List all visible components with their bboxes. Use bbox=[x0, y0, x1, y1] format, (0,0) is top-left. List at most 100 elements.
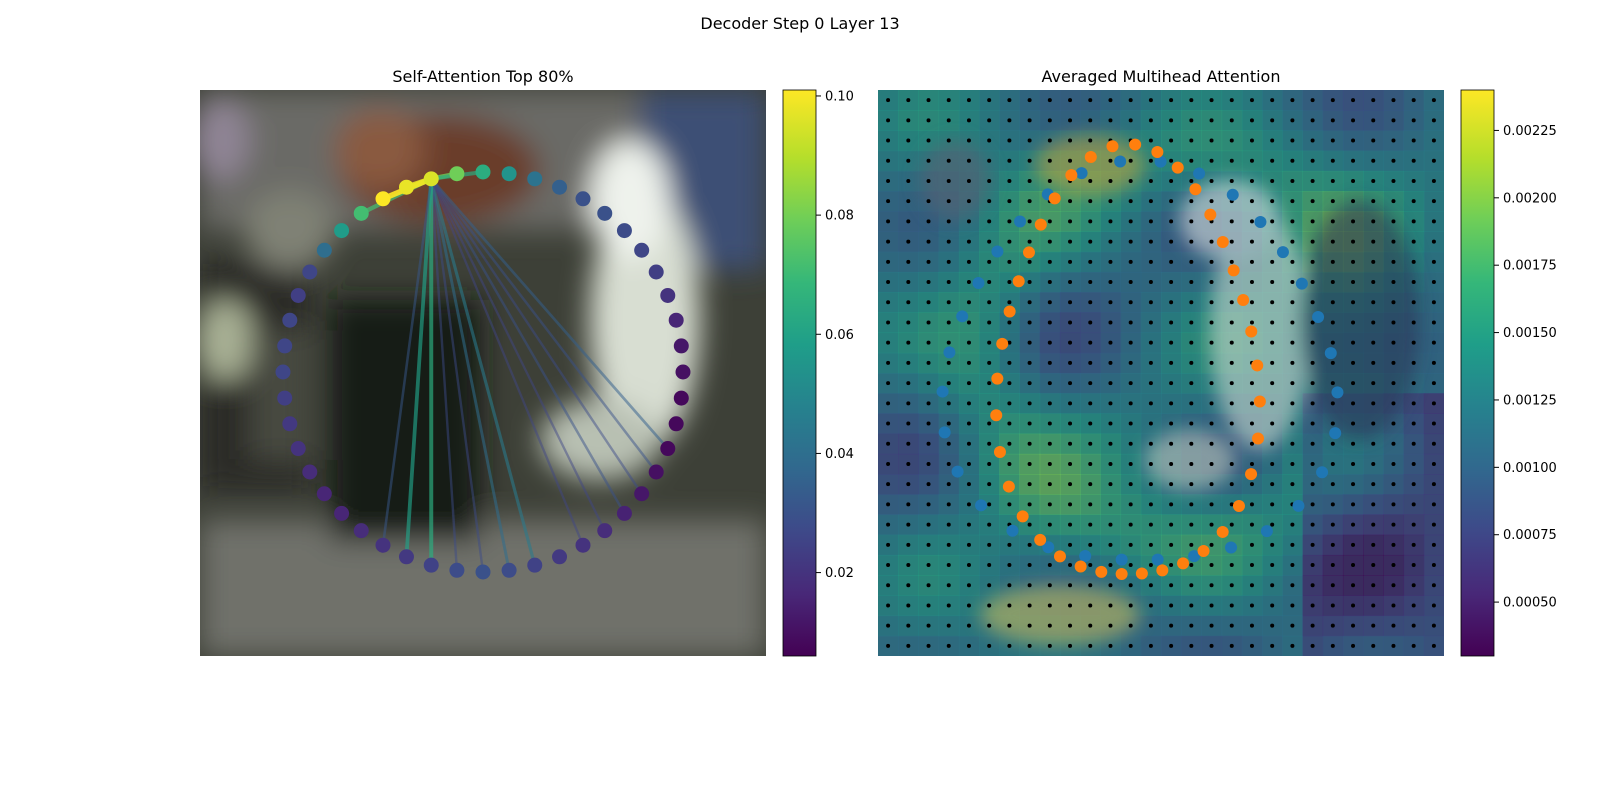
grid-dot bbox=[1108, 118, 1113, 123]
grid-dot bbox=[1007, 118, 1012, 123]
grid-dot bbox=[1411, 401, 1416, 406]
grid-dot bbox=[1249, 98, 1254, 103]
grid-dot bbox=[886, 280, 891, 285]
attention-node bbox=[668, 312, 684, 328]
grid-dot bbox=[1148, 643, 1153, 648]
attention-edge bbox=[429, 177, 626, 515]
grid-dot bbox=[1249, 563, 1254, 568]
grid-dot bbox=[1068, 441, 1073, 446]
grid-dot bbox=[1169, 583, 1174, 588]
grid-dot bbox=[1270, 623, 1275, 628]
attention-point bbox=[1245, 325, 1258, 338]
grid-dot bbox=[1128, 502, 1133, 507]
grid-dot bbox=[987, 381, 992, 386]
attention-node bbox=[275, 364, 291, 380]
grid-dot bbox=[1148, 280, 1153, 285]
grid-dot bbox=[1027, 563, 1032, 568]
grid-dot bbox=[1351, 239, 1356, 244]
grid-dot bbox=[1249, 381, 1254, 386]
grid-dot bbox=[987, 259, 992, 264]
grid-dot bbox=[1027, 239, 1032, 244]
grid-dot bbox=[1007, 340, 1012, 345]
grid-dot bbox=[1027, 219, 1032, 224]
attention-point bbox=[1253, 395, 1266, 408]
attention-node bbox=[501, 562, 517, 578]
grid-dot bbox=[1108, 219, 1113, 224]
grid-dot bbox=[926, 98, 931, 103]
grid-dot bbox=[987, 502, 992, 507]
grid-dot bbox=[1290, 320, 1295, 325]
grid-dot bbox=[1047, 502, 1052, 507]
grid-dot bbox=[1229, 583, 1234, 588]
grid-dot bbox=[1189, 300, 1194, 305]
grid-dot bbox=[1249, 623, 1254, 628]
attention-point bbox=[1154, 155, 1167, 168]
grid-dot bbox=[1148, 461, 1153, 466]
grid-dot bbox=[966, 542, 971, 547]
grid-dot bbox=[966, 421, 971, 426]
attention-node bbox=[316, 486, 332, 502]
attention-node bbox=[282, 312, 298, 328]
grid-dot bbox=[1270, 340, 1275, 345]
grid-dot bbox=[946, 178, 951, 183]
grid-dot bbox=[1270, 603, 1275, 608]
grid-dot bbox=[1431, 158, 1436, 163]
grid-dot bbox=[987, 219, 992, 224]
grid-dot bbox=[1169, 441, 1174, 446]
grid-dot bbox=[966, 239, 971, 244]
grid-dot bbox=[987, 522, 992, 527]
grid-dot bbox=[1290, 98, 1295, 103]
grid-dot bbox=[1108, 441, 1113, 446]
grid-dot bbox=[1249, 280, 1254, 285]
grid-dot bbox=[1351, 542, 1356, 547]
grid-dot bbox=[987, 401, 992, 406]
attention-point bbox=[1216, 525, 1229, 538]
grid-dot bbox=[966, 461, 971, 466]
attention-point bbox=[1115, 553, 1128, 566]
grid-dot bbox=[1391, 502, 1396, 507]
attention-node bbox=[552, 179, 568, 195]
grid-dot bbox=[1371, 320, 1376, 325]
grid-dot bbox=[966, 178, 971, 183]
self-attention-panel: Self-Attention Top 80% bbox=[200, 67, 854, 657]
grid-dot bbox=[1007, 461, 1012, 466]
grid-dot bbox=[1371, 502, 1376, 507]
grid-dot bbox=[1351, 340, 1356, 345]
grid-dot bbox=[1088, 340, 1093, 345]
attention-point bbox=[993, 446, 1006, 459]
grid-dot bbox=[926, 603, 931, 608]
grid-dot bbox=[1007, 360, 1012, 365]
attention-point bbox=[1204, 208, 1217, 221]
grid-dot bbox=[1431, 563, 1436, 568]
grid-dot bbox=[1249, 542, 1254, 547]
grid-dot bbox=[1047, 461, 1052, 466]
grid-dot bbox=[987, 178, 992, 183]
grid-dot bbox=[1088, 300, 1093, 305]
grid-dot bbox=[1148, 158, 1153, 163]
attention-nodes bbox=[275, 164, 691, 580]
colorbar-tick-label: 0.06 bbox=[825, 328, 854, 343]
grid-dot bbox=[1249, 583, 1254, 588]
grid-dot bbox=[1371, 441, 1376, 446]
grid-dot bbox=[1310, 360, 1315, 365]
grid-dot bbox=[886, 239, 891, 244]
grid-dot bbox=[1270, 461, 1275, 466]
grid-dot bbox=[1047, 643, 1052, 648]
grid-dot bbox=[1108, 583, 1113, 588]
grid-dot bbox=[1148, 421, 1153, 426]
grid-dot bbox=[906, 421, 911, 426]
attention-node bbox=[501, 166, 517, 182]
grid-dot bbox=[1431, 199, 1436, 204]
grid-dot bbox=[1068, 98, 1073, 103]
grid-dot bbox=[1209, 239, 1214, 244]
grid-dot bbox=[1128, 219, 1133, 224]
grid-dot bbox=[906, 563, 911, 568]
grid-dot bbox=[1270, 502, 1275, 507]
grid-dot bbox=[886, 320, 891, 325]
grid-dot bbox=[1431, 421, 1436, 426]
grid-dot bbox=[1249, 502, 1254, 507]
patch-grid-dots bbox=[886, 98, 1436, 648]
grid-dot bbox=[1351, 583, 1356, 588]
grid-dot bbox=[1229, 381, 1234, 386]
